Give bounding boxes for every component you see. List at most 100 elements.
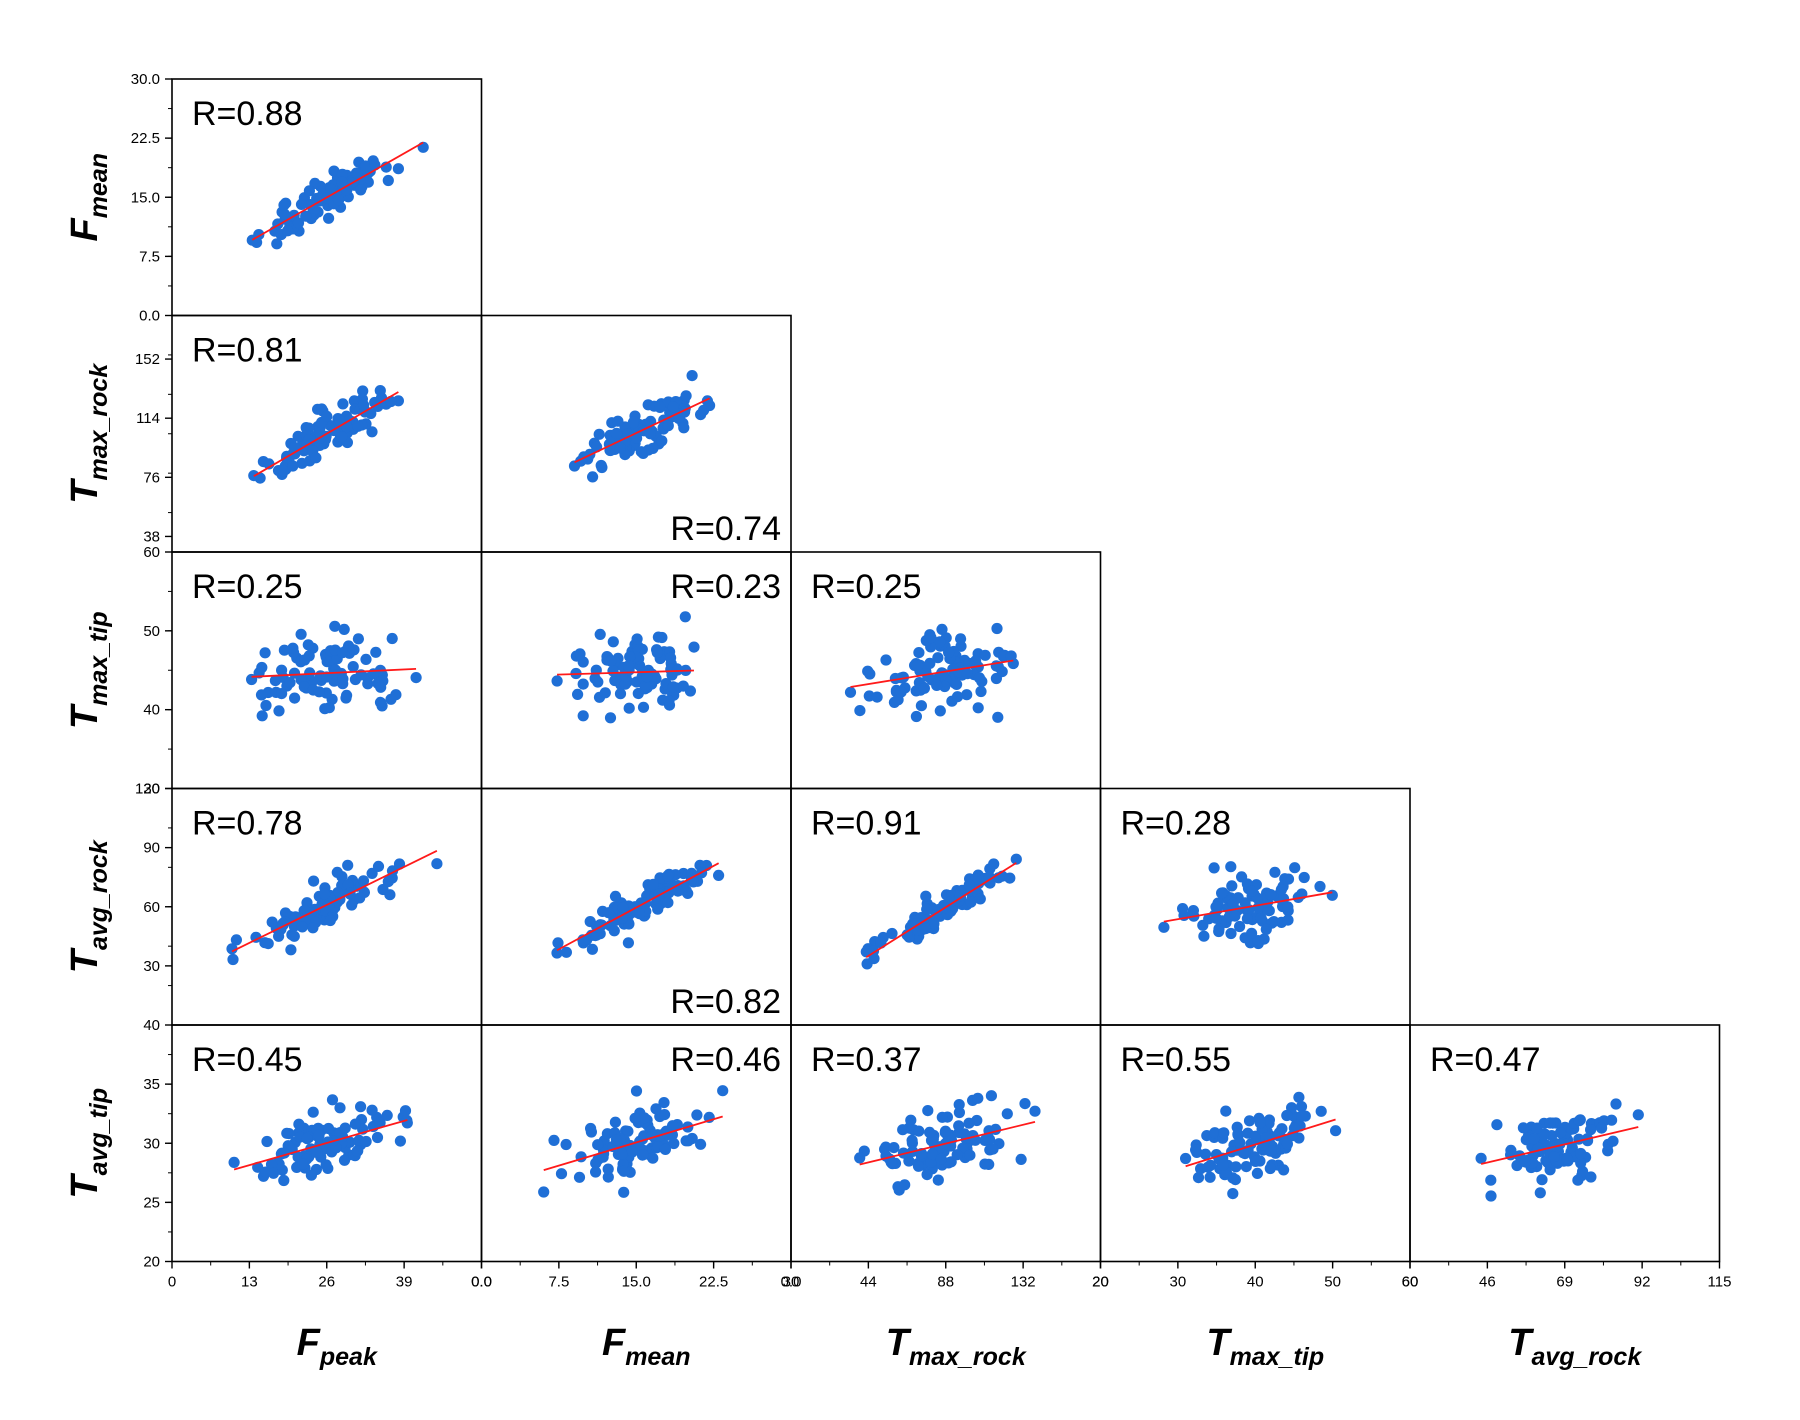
data-point <box>319 703 331 715</box>
r-value-label: R=0.74 <box>670 510 781 548</box>
data-point <box>354 892 366 904</box>
data-point <box>604 712 617 724</box>
data-point <box>265 1158 278 1171</box>
fit-line <box>231 849 438 953</box>
data-point <box>951 691 964 703</box>
data-point <box>358 399 370 411</box>
data-point <box>261 1135 273 1148</box>
data-point <box>618 1186 630 1198</box>
data-point <box>273 930 285 942</box>
data-point <box>339 1122 351 1134</box>
data-point <box>1210 901 1222 913</box>
data-point <box>871 691 883 703</box>
data-point <box>299 654 311 666</box>
data-point <box>1281 1138 1293 1150</box>
scatter-panel-avg_tip-vs-peak: R=0.45 <box>171 1024 483 1263</box>
data-point <box>302 639 314 651</box>
r-value-label: R=0.25 <box>192 568 303 606</box>
data-point <box>963 1117 975 1129</box>
data-point <box>585 1122 597 1135</box>
data-point <box>366 426 378 438</box>
data-point <box>854 705 866 717</box>
panels-group: R=0.88 R=0.81 R=0.74 R=0.25 R=0.23 R=0.25 R=0.… <box>171 78 1721 1263</box>
data-point <box>320 1159 332 1171</box>
scatter-panel-max_tip-vs-max_rock: R=0.25 <box>790 551 1102 790</box>
data-point <box>862 665 874 677</box>
data-point <box>1610 1098 1622 1110</box>
data-point <box>609 1116 622 1128</box>
data-point <box>662 897 674 909</box>
data-point <box>279 208 291 220</box>
fit-line <box>251 667 417 678</box>
data-point <box>943 647 955 659</box>
data-point <box>979 1158 991 1170</box>
data-point <box>410 672 422 684</box>
data-point <box>1243 1115 1256 1127</box>
data-point <box>337 673 349 685</box>
data-point <box>678 422 690 434</box>
x-tick-label: 20 <box>1092 1274 1109 1291</box>
data-point <box>1225 861 1237 873</box>
x-tick-label: 0.0 <box>471 1274 492 1291</box>
data-point <box>1180 1152 1192 1165</box>
data-point <box>607 636 619 648</box>
data-point <box>627 416 640 429</box>
x-tick-label: 30 <box>783 1274 800 1291</box>
data-point <box>574 648 586 660</box>
x-tick-label: 7.5 <box>548 1274 569 1291</box>
data-point <box>921 903 933 915</box>
data-point <box>626 1146 639 1158</box>
data-point <box>538 1186 550 1198</box>
data-point <box>311 1146 323 1158</box>
data-point <box>895 672 908 684</box>
data-point <box>277 918 289 930</box>
y-tick-label: 20 <box>143 1254 160 1271</box>
data-point <box>305 1169 317 1181</box>
scatter-panel-avg_rock-vs-mean: R=0.82 <box>480 787 792 1026</box>
data-point <box>331 866 343 879</box>
data-point <box>607 665 619 677</box>
data-point <box>1177 903 1189 915</box>
scatter-panel-avg_tip-vs-mean: R=0.46 <box>480 1024 792 1263</box>
data-point <box>647 878 660 890</box>
data-point <box>287 642 299 654</box>
data-point <box>602 1163 614 1175</box>
axis-titles-group: Fpeak Fmean Tmax_rock Tmax_tip Tavg_rock Fmea… <box>64 153 1642 1371</box>
data-point <box>659 1109 671 1121</box>
data-point <box>334 1102 346 1114</box>
y-tick-label: 30 <box>143 958 160 975</box>
data-point <box>326 1094 339 1106</box>
data-point <box>1227 1188 1239 1200</box>
data-point <box>288 930 300 942</box>
r-value-label: R=0.78 <box>192 805 303 843</box>
x-axis-title-mean: Fmean <box>602 1322 691 1371</box>
data-point <box>1281 1109 1293 1122</box>
data-point <box>1190 1144 1202 1156</box>
data-point <box>336 431 348 443</box>
x-tick-label: 60 <box>1402 1274 1419 1291</box>
data-point <box>663 887 675 899</box>
data-point <box>374 696 387 709</box>
scatter-panel-avg_rock-vs-max_tip: R=0.28 <box>1099 787 1411 1026</box>
data-point <box>1572 1174 1584 1186</box>
x-tick-label: 50 <box>1324 1274 1341 1291</box>
data-point <box>372 860 385 873</box>
data-point <box>622 937 635 949</box>
data-point <box>599 687 611 699</box>
data-point <box>284 677 296 689</box>
data-point <box>680 1135 692 1147</box>
data-point <box>1296 1110 1308 1122</box>
data-point <box>936 1111 948 1123</box>
data-point <box>1254 1117 1266 1129</box>
data-point <box>1210 912 1222 924</box>
data-point <box>931 679 943 692</box>
data-point <box>592 1139 604 1151</box>
data-point <box>227 953 239 966</box>
data-point <box>658 1097 670 1109</box>
data-point <box>1577 1165 1589 1178</box>
data-point <box>608 925 620 937</box>
data-point <box>401 1117 413 1129</box>
data-point <box>337 398 349 410</box>
data-point <box>973 672 986 684</box>
data-point <box>266 916 278 928</box>
